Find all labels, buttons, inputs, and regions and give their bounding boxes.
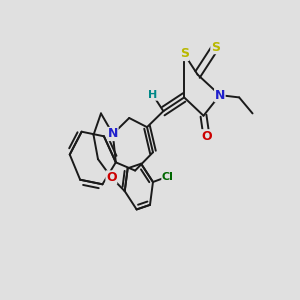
Text: S: S [211,40,220,54]
Text: O: O [106,171,117,184]
Text: S: S [180,47,189,61]
Text: Cl: Cl [162,172,174,182]
Text: H: H [148,90,158,100]
Text: O: O [201,130,212,143]
Text: N: N [215,88,225,102]
Text: N: N [108,128,118,140]
